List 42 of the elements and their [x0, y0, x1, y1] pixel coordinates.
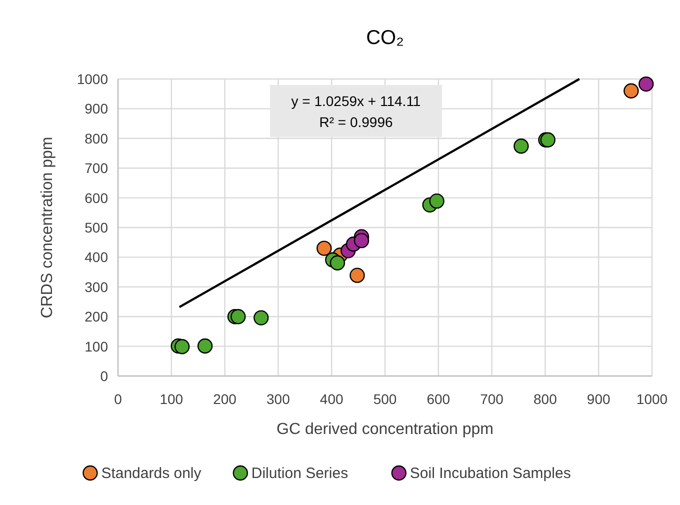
y-tick-label: 400 — [84, 249, 108, 266]
y-tick-label: 200 — [84, 308, 108, 325]
y-tick-label: 0 — [100, 368, 108, 384]
point — [330, 255, 346, 270]
legend-label: Dilution Series — [251, 465, 348, 482]
x-tick-label: 600 — [426, 391, 450, 407]
x-axis-title: GC derived concentration ppm — [276, 421, 494, 438]
x-tick-label: 100 — [160, 391, 184, 407]
chart-title: CO₂ — [366, 27, 404, 49]
y-tick-label: 300 — [84, 278, 108, 295]
point — [638, 76, 654, 92]
y-tick-label: 600 — [84, 190, 108, 206]
point — [316, 240, 332, 256]
point — [197, 338, 213, 354]
y-tick-label: 500 — [84, 220, 108, 236]
x-tick-label: 800 — [534, 391, 558, 407]
point — [429, 193, 444, 209]
y-tick-label: 100 — [84, 338, 108, 354]
y-tick-label: 700 — [84, 160, 108, 176]
point — [230, 309, 246, 324]
y-tick-label: 1000 — [76, 71, 108, 87]
point — [350, 268, 365, 283]
annotation: R² = 0.9996 — [319, 114, 393, 130]
point — [174, 338, 190, 354]
x-tick-label: 400 — [320, 391, 344, 407]
point — [514, 138, 529, 154]
y-tick-label: 900 — [84, 100, 108, 117]
y-axis-title: CRDS concentration ppm — [39, 136, 56, 318]
x-tick-label: 0 — [114, 391, 122, 407]
point — [354, 232, 370, 248]
legend-label: Soil Incubation Samples — [410, 465, 571, 482]
x-tick-label: 300 — [266, 391, 290, 407]
x-tick-label: 700 — [480, 391, 504, 407]
point — [254, 310, 269, 326]
legend-label: Standards only — [101, 465, 202, 482]
x-tick-label: 500 — [373, 391, 397, 407]
point — [624, 83, 639, 98]
y-tick-label: 800 — [84, 130, 108, 146]
x-tick-label: 900 — [586, 391, 610, 407]
annotation: y = 1.0259x + 114.11 — [291, 93, 421, 109]
x-tick-label: 1000 — [636, 391, 668, 407]
x-tick-label: 200 — [213, 391, 237, 407]
